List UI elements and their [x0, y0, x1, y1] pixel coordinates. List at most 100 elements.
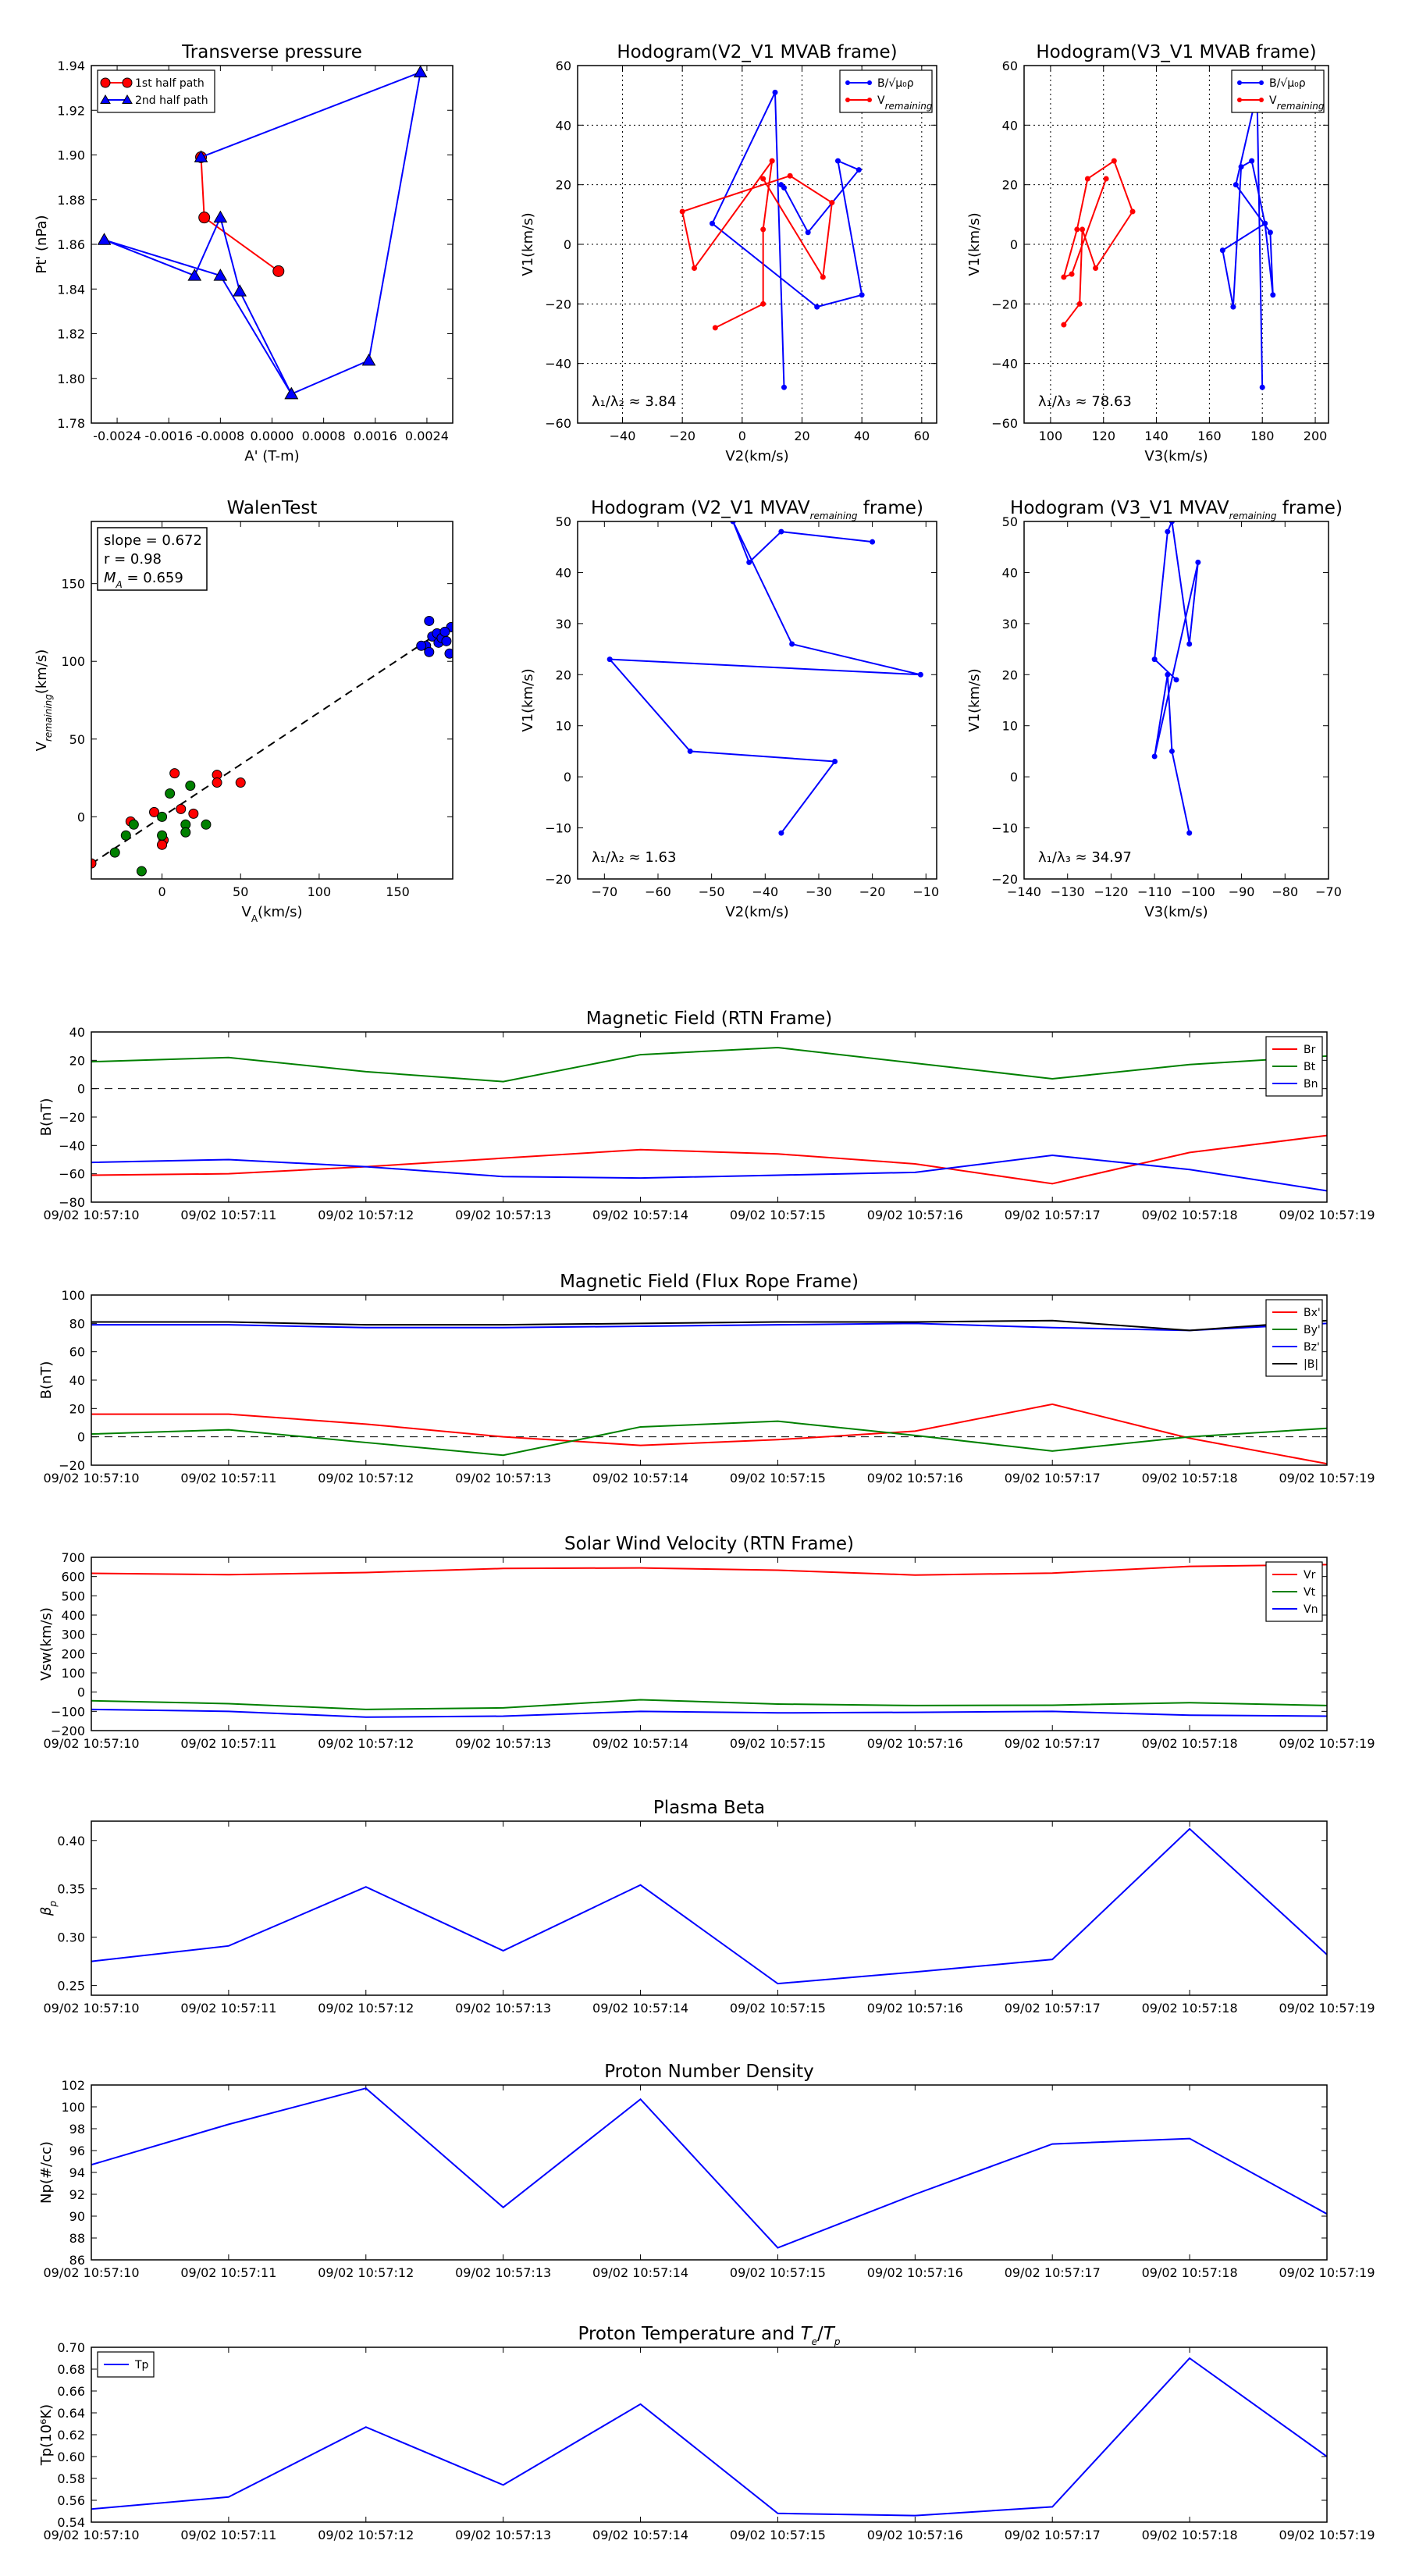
triangle-marker: [100, 94, 111, 104]
point-marker: [829, 200, 835, 206]
x-tick-label: 09/02 10:57:19: [1279, 1736, 1375, 1751]
point-marker: [760, 301, 767, 307]
circle-marker: [149, 806, 160, 817]
y-axis-label: Pt' (nPa): [34, 215, 50, 273]
y-tick-label: 1.80: [57, 372, 85, 386]
x-tick-label: −40: [610, 429, 636, 443]
circle-marker: [444, 648, 453, 659]
y-tick-label: 1.84: [57, 282, 85, 297]
data-layer: [91, 1319, 1327, 1465]
y-tick-label: 0.64: [57, 2406, 85, 2421]
point-marker: [1262, 220, 1268, 226]
x-axis-label: VA(km/s): [242, 904, 303, 924]
circle-marker: [424, 615, 435, 626]
point-marker: [606, 656, 613, 663]
y-tick-label: 0.70: [57, 2340, 85, 2355]
plot-frame: [91, 521, 454, 880]
x-tick-label: 09/02 10:57:14: [592, 2001, 688, 2016]
point-marker: [1232, 182, 1239, 188]
x-tick-label: 09/02 10:57:16: [867, 1736, 963, 1751]
x-tick-label: -0.0024: [93, 429, 141, 443]
x-tick-label: 50: [233, 884, 248, 899]
label-subscript: remaining: [43, 694, 54, 742]
legend-subscript: remaining: [1277, 101, 1325, 112]
y-tick-label: 86: [69, 2253, 85, 2268]
y-tick-label: 100: [61, 1666, 85, 1681]
y-tick-label: −40: [545, 357, 571, 372]
point-marker: [1093, 265, 1099, 272]
data-layer: [606, 521, 923, 836]
x-tick-label: 09/02 10:57:11: [180, 2528, 276, 2542]
y-tick-label: −20: [545, 297, 571, 311]
point-marker: [917, 671, 923, 678]
point-marker: [1186, 641, 1193, 647]
x-tick-label: 09/02 10:57:17: [1005, 1471, 1101, 1485]
series-line-Bz': [91, 1322, 1327, 1332]
y-tick-label: 0.58: [57, 2471, 85, 2486]
label-tail: (km/s): [34, 649, 50, 694]
chart-title: Magnetic Field (RTN Frame): [586, 1009, 833, 1029]
point-marker: [787, 173, 793, 179]
x-tick-label: 09/02 10:57:13: [455, 2001, 551, 2016]
plot-frame: [91, 1820, 1328, 1996]
y-tick-label: 700: [61, 1550, 85, 1565]
legend-label: Bx': [1304, 1307, 1321, 1319]
series-line-Np: [91, 2087, 1327, 2249]
circle-marker: [91, 858, 97, 869]
series-line: [681, 160, 833, 329]
eigen-ratio-label: λ₁/λ₂ ≈ 3.84: [592, 393, 676, 410]
x-tick-label: 09/02 10:57:12: [318, 1208, 414, 1222]
triangle-marker: [361, 353, 376, 366]
series-line-Tp: [91, 2357, 1327, 2517]
series-line-Vt: [91, 1699, 1327, 1710]
x-axis-label: V2(km/s): [725, 904, 788, 920]
y-axis-label: V1(km/s): [520, 212, 536, 276]
triangle-marker: [413, 66, 428, 78]
x-tick-label: −90: [1229, 884, 1255, 899]
point-marker: [692, 265, 697, 272]
chart-beta: Plasma Beta 0.25 0.30 0.35 0.40 09/02 10:57:1…: [38, 1798, 1375, 2016]
point-marker: [845, 80, 850, 85]
point-marker: [1238, 164, 1244, 170]
point-marker: [1103, 176, 1109, 182]
circle-marker: [157, 811, 168, 822]
y-tick-label: −10: [991, 821, 1018, 836]
y-tick-label: −20: [545, 872, 571, 887]
x-tick-label: -0.0016: [144, 429, 193, 443]
point-marker: [855, 167, 862, 173]
x-tick-label: 09/02 10:57:15: [730, 2001, 826, 2016]
triangle-marker: [122, 94, 133, 104]
data-layer: [91, 2087, 1327, 2249]
y-tick-label: 1.78: [57, 416, 85, 431]
series-line-|B|: [91, 1319, 1327, 1332]
legend-label: Br: [1304, 1044, 1316, 1056]
eigen-ratio-label: λ₁/λ₃ ≈ 34.97: [1038, 849, 1132, 866]
point-marker: [1259, 80, 1264, 85]
x-tick-label: 09/02 10:57:18: [1142, 2265, 1238, 2280]
circle-marker: [169, 768, 180, 779]
title-text: Hodogram (V3_V1 MVAV: [1010, 498, 1229, 518]
title-tail: frame): [857, 498, 923, 518]
point-marker: [772, 89, 778, 95]
chart-bfr: Magnetic Field (Flux Rope Frame) −20 0 20 40…: [38, 1272, 1375, 1485]
series-line-Vn: [91, 1708, 1327, 1718]
x-tick-label: 09/02 10:57:15: [730, 1471, 826, 1485]
chart-title: Transverse pressure: [181, 42, 362, 62]
chart-h21: Hodogram(V2_V1 MVAB frame) −60 −40 −20 0 20 40…: [520, 42, 937, 464]
point-marker: [1151, 753, 1158, 760]
y-axis-label: V1(km/s): [966, 212, 983, 276]
circle-marker: [441, 635, 452, 646]
y-tick-label: 1.94: [57, 59, 85, 73]
point-marker: [1237, 80, 1242, 85]
title-subscript: e: [812, 2336, 817, 2347]
y-tick-label: 20: [556, 178, 571, 193]
x-tick-label: 09/02 10:57:10: [43, 1208, 139, 1222]
series-line: [1222, 92, 1274, 388]
title-subscript: p: [834, 2336, 841, 2347]
chart-h31r: Hodogram (V3_V1 MVAVremaining frame)−20−…: [966, 498, 1343, 920]
x-tick-label: 09/02 10:57:10: [43, 1736, 139, 1751]
y-tick-label: 0.56: [57, 2493, 85, 2508]
x-tick-label: 09/02 10:57:14: [592, 1208, 688, 1222]
mach-value: = 0.659: [123, 570, 183, 586]
